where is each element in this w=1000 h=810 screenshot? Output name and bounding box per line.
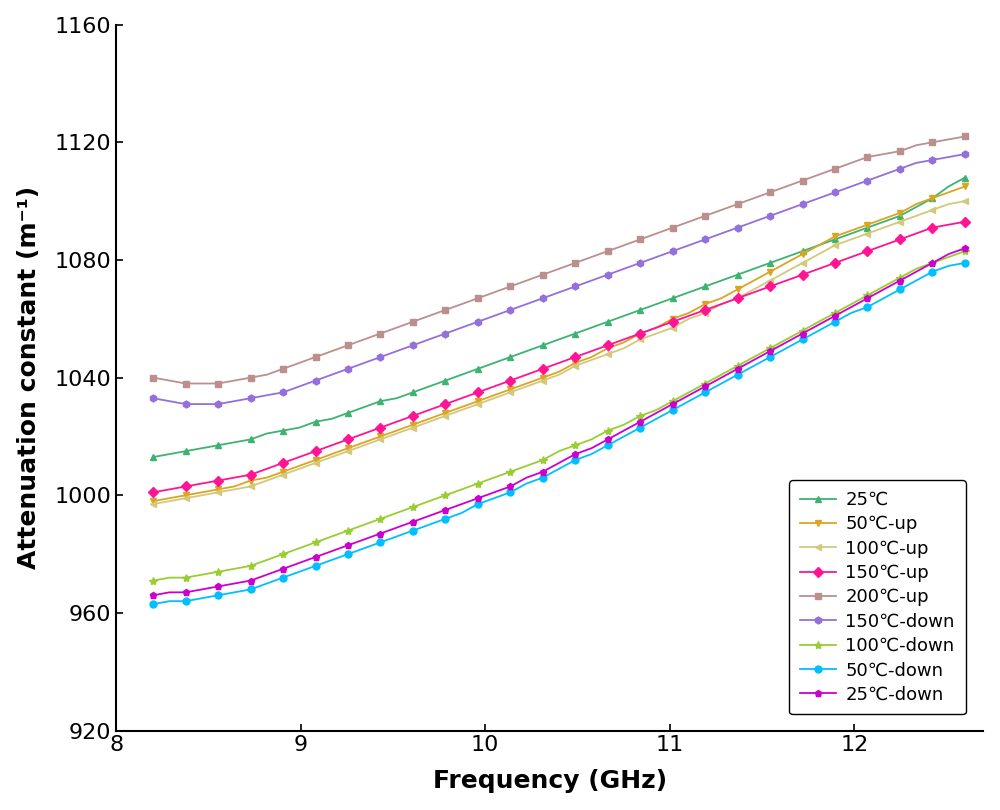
150℃-down	[943, 152, 955, 162]
50℃-down	[943, 261, 955, 271]
25℃-down	[683, 390, 695, 400]
50℃-down	[959, 258, 971, 268]
X-axis label: Frequency (GHz): Frequency (GHz)	[433, 770, 667, 793]
150℃-down	[423, 335, 435, 344]
25℃-down	[147, 590, 159, 600]
200℃-up	[943, 134, 955, 144]
200℃-up	[699, 211, 711, 220]
200℃-up	[423, 311, 435, 321]
100℃-up	[959, 196, 971, 206]
Line: 150℃-down: 150℃-down	[150, 151, 968, 407]
25℃-down	[732, 364, 744, 373]
100℃-down	[147, 576, 159, 586]
150℃-down	[180, 399, 192, 409]
150℃-down	[407, 340, 419, 350]
25℃	[326, 414, 338, 424]
150℃-down	[147, 394, 159, 403]
50℃-up	[147, 497, 159, 506]
25℃-down	[943, 249, 955, 259]
25℃-down	[959, 243, 971, 253]
50℃-down	[391, 531, 403, 541]
100℃-down	[683, 387, 695, 397]
100℃-up	[943, 199, 955, 209]
150℃-up	[407, 411, 419, 420]
50℃-down	[732, 370, 744, 380]
Legend: 25℃, 50℃-up, 100℃-up, 150℃-up, 200℃-up, 150℃-down, 100℃-down, 50℃-down, 25℃-down: 25℃, 50℃-up, 100℃-up, 150℃-up, 200℃-up, …	[789, 480, 966, 714]
50℃-up	[943, 187, 955, 197]
150℃-up	[959, 217, 971, 227]
50℃-down	[407, 526, 419, 535]
150℃-up	[683, 311, 695, 321]
200℃-up	[407, 317, 419, 326]
150℃-down	[342, 364, 354, 373]
Line: 200℃-up: 200℃-up	[150, 133, 968, 387]
25℃-down	[326, 546, 338, 556]
Line: 150℃-up: 150℃-up	[150, 218, 968, 496]
100℃-down	[732, 361, 744, 371]
50℃-down	[147, 599, 159, 609]
50℃-down	[326, 555, 338, 565]
50℃-up	[732, 284, 744, 294]
200℃-up	[342, 340, 354, 350]
25℃	[147, 452, 159, 462]
150℃-down	[699, 235, 711, 245]
100℃-down	[943, 252, 955, 262]
100℃-down	[391, 508, 403, 518]
200℃-up	[959, 131, 971, 141]
Line: 100℃-up: 100℃-up	[150, 198, 968, 508]
25℃	[943, 181, 955, 191]
200℃-up	[180, 378, 192, 388]
200℃-up	[748, 194, 760, 203]
50℃-up	[683, 308, 695, 318]
100℃-up	[147, 499, 159, 509]
50℃-up	[391, 426, 403, 436]
25℃	[407, 387, 419, 397]
150℃-down	[748, 217, 760, 227]
150℃-up	[732, 293, 744, 303]
200℃-up	[147, 373, 159, 382]
100℃-up	[732, 293, 744, 303]
50℃-down	[683, 396, 695, 406]
150℃-up	[147, 488, 159, 497]
Y-axis label: Attenuation constant (m⁻¹): Attenuation constant (m⁻¹)	[17, 186, 41, 569]
100℃-down	[407, 502, 419, 512]
100℃-up	[407, 423, 419, 433]
25℃	[959, 173, 971, 182]
50℃-up	[407, 420, 419, 429]
Line: 25℃-down: 25℃-down	[150, 245, 968, 599]
25℃	[683, 288, 695, 297]
50℃-up	[959, 181, 971, 191]
100℃-down	[959, 246, 971, 256]
25℃	[391, 394, 403, 403]
25℃	[732, 270, 744, 279]
Line: 50℃-up: 50℃-up	[150, 183, 968, 505]
Line: 50℃-down: 50℃-down	[150, 259, 968, 608]
Line: 25℃: 25℃	[150, 174, 968, 461]
150℃-down	[959, 149, 971, 159]
100℃-up	[326, 452, 338, 462]
Line: 100℃-down: 100℃-down	[149, 247, 969, 585]
50℃-up	[326, 450, 338, 459]
100℃-down	[326, 531, 338, 541]
150℃-up	[391, 417, 403, 427]
100℃-up	[391, 428, 403, 438]
150℃-up	[943, 220, 955, 229]
100℃-up	[683, 314, 695, 324]
25℃-down	[407, 517, 419, 526]
25℃-down	[391, 522, 403, 532]
150℃-up	[326, 441, 338, 450]
